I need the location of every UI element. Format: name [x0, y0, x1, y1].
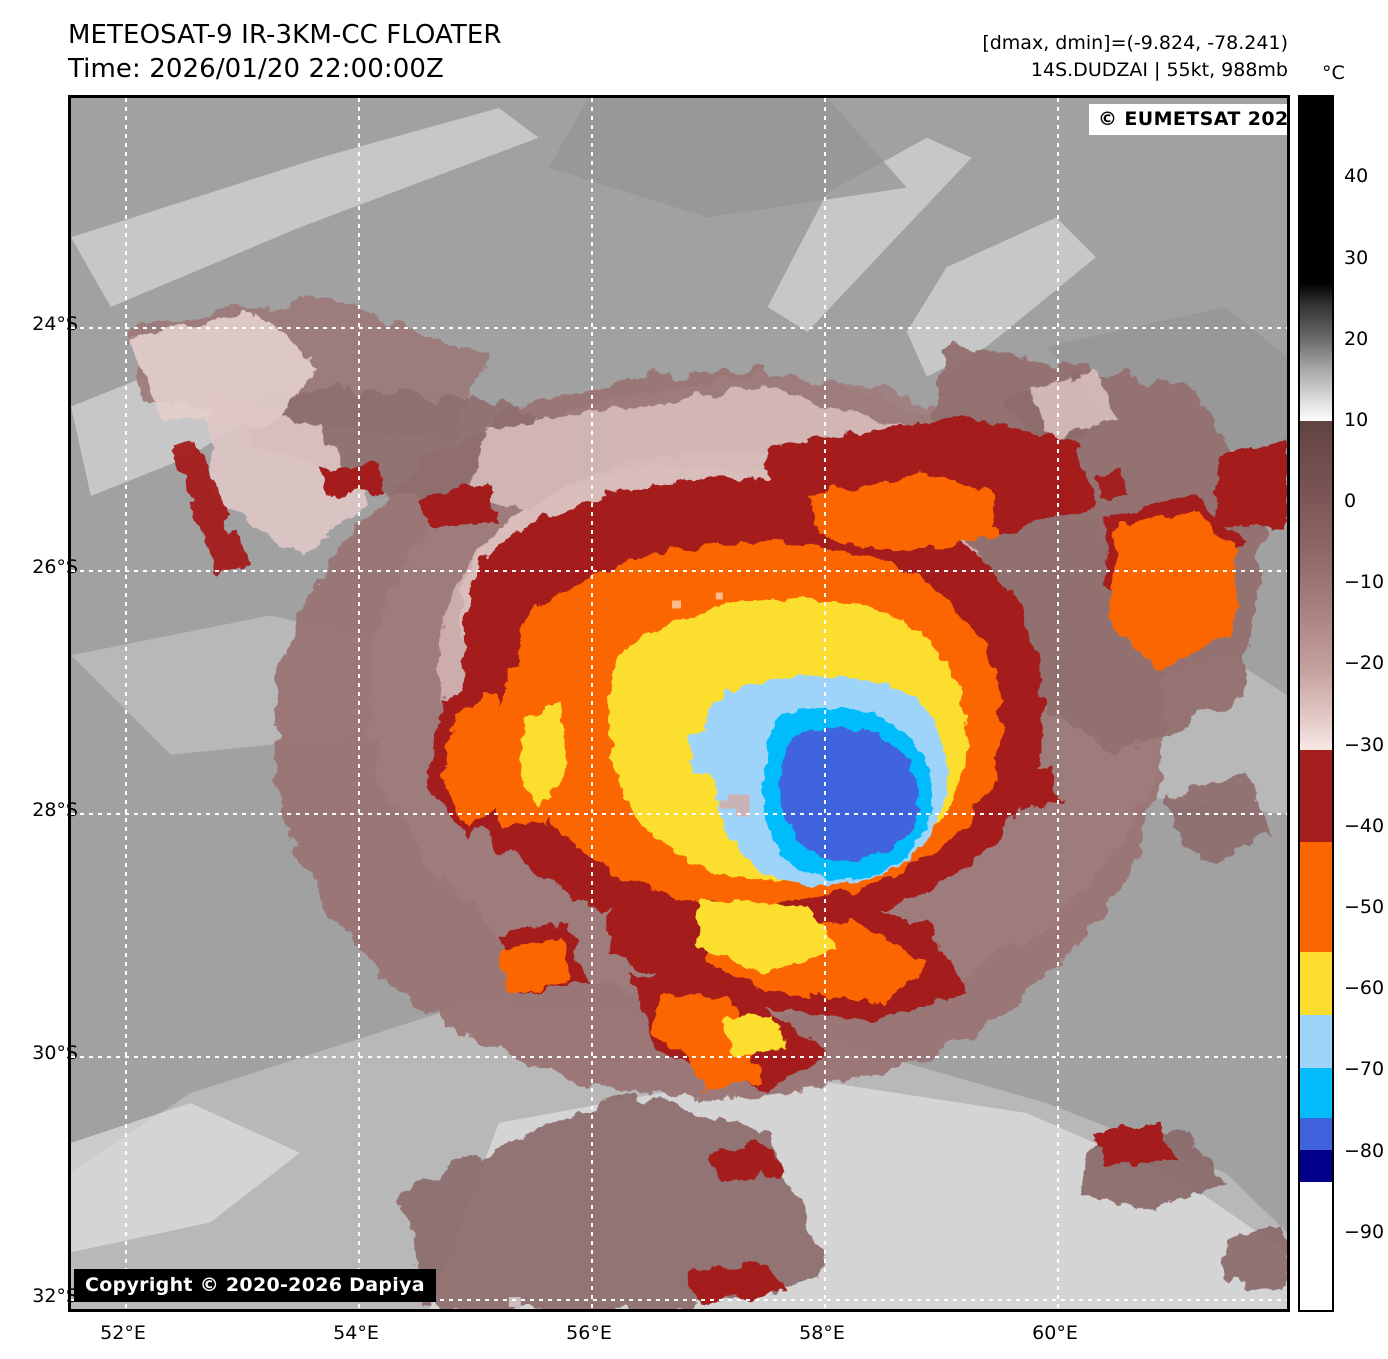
colorbar-tick--10: −10: [1344, 571, 1385, 593]
colorbar-band-hot-black: [1300, 97, 1332, 283]
tick-label-lat-30: 30°S: [32, 1042, 78, 1064]
colorbar-tick--30: −30: [1344, 734, 1385, 756]
colorbar-tick--70: −70: [1344, 1058, 1385, 1080]
header-meta-block: [dmax, dmin]=(-9.824, -78.241) 14S.DUDZA…: [982, 30, 1288, 84]
colorbar-tick--90: −90: [1344, 1221, 1385, 1243]
tick-label-lon-52: 52°E: [100, 1322, 146, 1344]
colorbar-band-mauve-ramp: [1300, 421, 1332, 750]
temperature-colorbar[interactable]: [1298, 95, 1334, 1312]
tick-label-lat-28: 28°S: [32, 799, 78, 821]
colorbar-band-royal-blue: [1300, 1118, 1332, 1150]
colorbar-tick--20: −20: [1344, 652, 1385, 674]
timestamp-label: Time: 2026/01/20 22:00:00Z: [68, 54, 444, 84]
satellite-imagery-canvas: [71, 98, 1287, 1309]
header-title-block: METEOSAT-9 IR-3KM-CC FLOATER Time: 2026/…: [68, 18, 502, 86]
tick-label-lat-24: 24°S: [32, 313, 78, 335]
eumetsat-copyright-badge: © EUMETSAT 2026: [1089, 104, 1287, 135]
dapiya-copyright-badge: Copyright © 2020-2026 Dapiya: [74, 1269, 436, 1302]
dminmax-label: [dmax, dmin]=(-9.824, -78.241): [982, 32, 1288, 54]
colorbar-band-dark-red: [1300, 750, 1332, 842]
colorbar-band-white-coldest: [1300, 1182, 1332, 1310]
colorbar-band-navy: [1300, 1150, 1332, 1182]
tick-label-lon-58: 58°E: [799, 1322, 845, 1344]
colorbar-band-light-blue: [1300, 1015, 1332, 1068]
tick-label-lat-32: 32°S: [32, 1285, 78, 1307]
colorbar-band-cyan: [1300, 1068, 1332, 1118]
tick-label-lon-56: 56°E: [566, 1322, 612, 1344]
satellite-image-plot[interactable]: © EUMETSAT 2026 Copyright © 2020-2026 Da…: [68, 95, 1290, 1312]
tick-label-lon-60: 60°E: [1032, 1322, 1078, 1344]
colorbar-tick--40: −40: [1344, 815, 1385, 837]
storm-info-label: 14S.DUDZAI | 55kt, 988mb: [1030, 59, 1288, 81]
colorbar-tick--50: −50: [1344, 896, 1385, 918]
colorbar-tick--60: −60: [1344, 977, 1385, 999]
colorbar-tick-20: 20: [1344, 328, 1369, 350]
colorbar-band-orange: [1300, 842, 1332, 952]
tick-label-lat-26: 26°S: [32, 556, 78, 578]
colorbar-tick-40: 40: [1344, 165, 1369, 187]
colorbar-tick-0: 0: [1344, 490, 1357, 512]
colorbar-tick-30: 30: [1344, 247, 1369, 269]
page-title: METEOSAT-9 IR-3KM-CC FLOATER: [68, 20, 502, 50]
colorbar-tick--80: −80: [1344, 1140, 1385, 1162]
colorbar-tick-10: 10: [1344, 409, 1369, 431]
colorbar-band-gray-ramp: [1300, 283, 1332, 421]
colorbar-unit-label: °C: [1322, 62, 1345, 84]
colorbar-band-yellow: [1300, 952, 1332, 1015]
tick-label-lon-54: 54°E: [333, 1322, 379, 1344]
